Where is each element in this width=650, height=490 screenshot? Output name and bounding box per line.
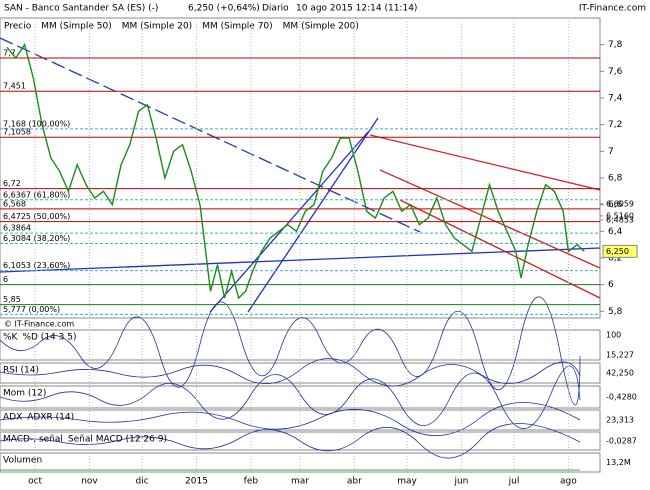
title: SAN - Banco Santander SA (ES) (-) — [4, 4, 158, 14]
level-label: 6,3864 — [3, 224, 31, 233]
level-label: 6,6367 (61,80%) — [3, 190, 70, 199]
panel-legend: ADXR (14) — [27, 413, 74, 423]
y-tick-label: 7,8 — [608, 40, 623, 50]
level-label: 7,1058 — [3, 128, 31, 137]
right-label: 6,6059 — [606, 199, 634, 208]
y-tick-label: 6,8 — [608, 174, 623, 184]
y-tick-label: 6,4 — [608, 227, 623, 237]
level-label: 6,568 — [3, 199, 26, 208]
panel-value: 15,227 — [606, 351, 634, 360]
legend-entry: Precio — [4, 22, 32, 32]
panel-value: -0,4280 — [606, 393, 637, 402]
right-label: 6,4853 — [606, 215, 634, 224]
level-label: 6,72 — [3, 179, 21, 188]
x-tick-label: feb — [244, 477, 259, 487]
y-tick-label: 7,2 — [608, 120, 622, 130]
legend-entry: MM (Simple 70) — [202, 22, 272, 32]
level-label: 5,777 (0,00%) — [3, 305, 60, 314]
panel-name: ADX — [3, 413, 22, 423]
level-label: 5,85 — [3, 295, 21, 304]
level-label: 6,1053 (23,60%) — [3, 261, 70, 270]
y-tick-label: 7,6 — [608, 67, 623, 77]
level-label: 7,7 — [3, 49, 16, 58]
x-tick-label: dic — [136, 477, 149, 487]
level-label: 6 — [3, 275, 8, 284]
legend-entry: MM (Simple 50) — [41, 22, 111, 32]
panel-name: Volumen — [3, 456, 42, 466]
panel-value: 100 — [606, 331, 621, 340]
level-label: 7,451 — [3, 82, 26, 91]
y-tick-label: 7,4 — [608, 94, 623, 104]
y-tick-label: 7 — [608, 147, 614, 157]
panel-name: MACD-, señal — [3, 435, 63, 445]
x-tick-label: ago — [560, 477, 577, 487]
level-label: 7,168 (100,00%) — [3, 119, 70, 128]
watermark: © IT-Finance.com — [4, 320, 74, 329]
legend-entry: MM (Simple 200) — [283, 22, 359, 32]
y-tick-label: 6,6 — [608, 200, 623, 210]
panel-value: -0,0287 — [606, 437, 637, 446]
period: Diario — [262, 4, 289, 14]
legend-entry: MM (Simple 20) — [122, 22, 192, 32]
quote: 6,250 (+0,64%) — [188, 4, 260, 14]
level-label: 6,3084 (38,20%) — [3, 234, 70, 243]
panel-legend: %D (14 3 5) — [22, 333, 76, 343]
panel-value: 42,250 — [606, 369, 634, 378]
level-label: 6,4725 (50,00%) — [3, 212, 70, 221]
panel-legend: Señal MACD (12 26 9) — [68, 435, 167, 445]
panel-name: Mom (12) — [3, 389, 46, 399]
brand: IT-Finance.com — [579, 4, 646, 14]
y-tick-label: 5,8 — [608, 307, 623, 317]
price-line — [6, 43, 585, 300]
x-tick-label: mar — [291, 477, 309, 487]
right-label: 6,5160 — [606, 211, 634, 220]
x-tick-label: 2015 — [185, 477, 208, 487]
x-tick-label: may — [397, 477, 417, 487]
x-tick-label: jul — [508, 477, 520, 487]
panel-name: %K — [3, 333, 19, 343]
right-label: 6,250 — [606, 247, 629, 256]
x-tick-label: oct — [28, 477, 42, 487]
x-tick-label: jun — [453, 477, 468, 487]
current-price-box — [602, 244, 638, 258]
panel-value: 23,313 — [606, 416, 634, 425]
x-tick-label: abr — [347, 477, 362, 487]
panel-value: 13,2M — [606, 458, 631, 467]
y-tick-label: 6,2 — [608, 254, 622, 264]
x-tick-label: nov — [81, 477, 98, 487]
timestamp: 10 ago 2015 12:14 (11:14) — [296, 4, 417, 14]
panel-name: RSI (14) — [3, 366, 39, 376]
y-tick-label: 6 — [608, 280, 614, 290]
